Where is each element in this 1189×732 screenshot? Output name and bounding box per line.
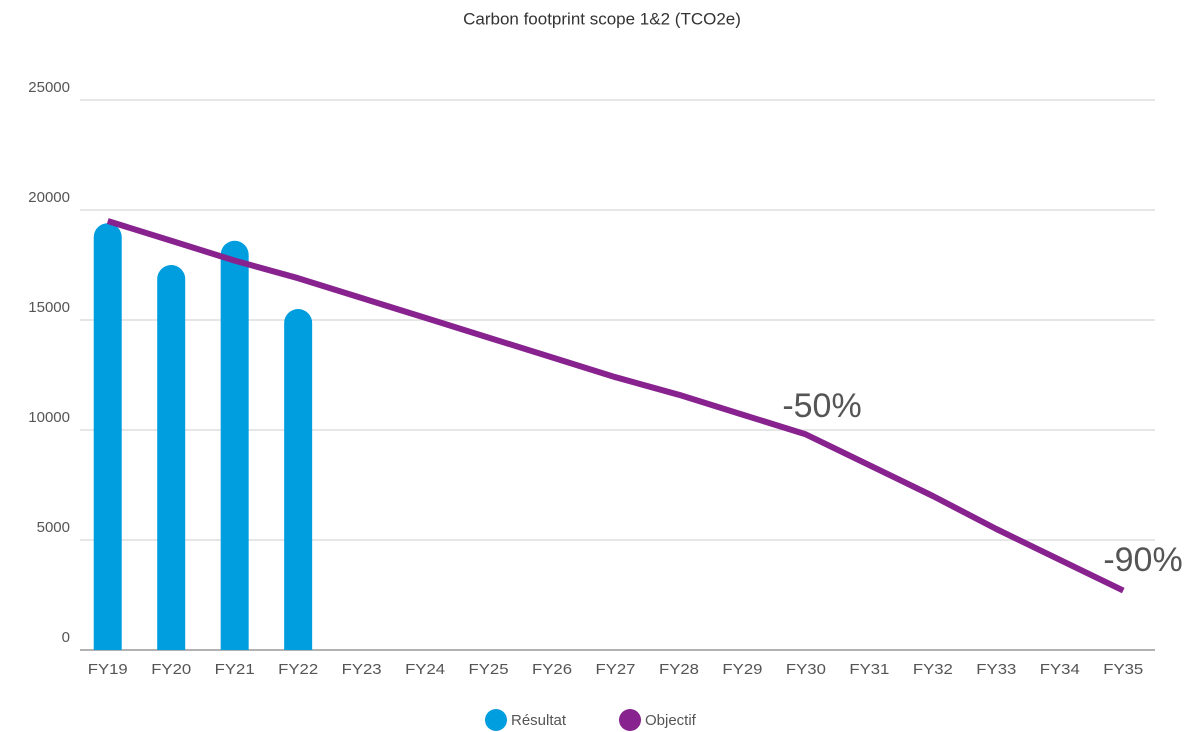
bar xyxy=(220,240,249,650)
y-tick-label: 25000 xyxy=(28,79,70,96)
y-tick-label: 5000 xyxy=(37,519,70,536)
bar xyxy=(157,265,186,650)
x-tick-label: FY24 xyxy=(405,661,445,678)
x-tick-label: FY28 xyxy=(659,661,699,678)
annotation: -90% xyxy=(1103,541,1182,579)
line xyxy=(106,218,1125,594)
x-tick-label: FY22 xyxy=(278,661,318,678)
x-tick-label: FY32 xyxy=(913,661,953,678)
x-tick-label: FY31 xyxy=(849,661,889,678)
x-tick-label: FY25 xyxy=(469,661,509,678)
y-tick-label: 10000 xyxy=(28,409,70,426)
x-tick-label: FY27 xyxy=(596,661,636,678)
legend-label: Résultat xyxy=(511,712,567,729)
x-tick-label: FY19 xyxy=(88,661,128,678)
y-tick-label: 20000 xyxy=(28,189,70,206)
x-tick-label: FY35 xyxy=(1103,661,1143,678)
x-tick-label: FY23 xyxy=(342,661,382,678)
x-tick-label: FY34 xyxy=(1040,661,1080,678)
x-tick-label: FY33 xyxy=(976,661,1016,678)
x-tick-label: FY26 xyxy=(532,661,572,678)
y-tick-label: 0 xyxy=(62,629,70,646)
legend-swatch xyxy=(485,709,507,731)
annotation: -50% xyxy=(782,387,861,425)
bar xyxy=(93,223,122,650)
x-tick-label: FY20 xyxy=(151,661,191,678)
legend-swatch xyxy=(619,709,641,731)
bar xyxy=(284,309,313,650)
legend-label: Objectif xyxy=(645,712,697,729)
x-tick-label: FY30 xyxy=(786,661,826,678)
x-tick-label: FY29 xyxy=(722,661,762,678)
x-tick-label: FY21 xyxy=(215,661,255,678)
y-tick-label: 15000 xyxy=(28,299,70,316)
chart-title: Carbon footprint scope 1&2 (TCO2e) xyxy=(463,9,741,28)
